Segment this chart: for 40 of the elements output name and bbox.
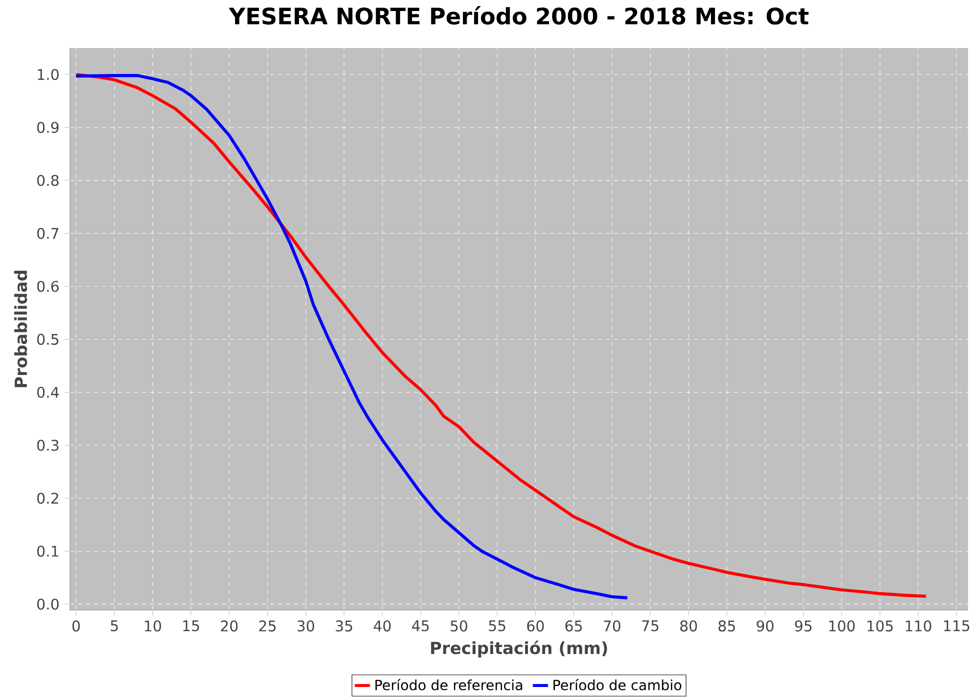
x-tick-label: 80: [680, 620, 697, 632]
y-tick-label: 0.1: [37, 546, 58, 557]
x-tick-label: 20: [220, 620, 238, 632]
y-tick-label: 0.2: [37, 492, 58, 504]
y-axis-title: Probabilidad: [14, 270, 28, 388]
x-tick-label: 105: [868, 620, 893, 632]
chart-title: YESERA NORTE Período 2000 - 2018 Mes: Oct: [228, 6, 809, 25]
x-tick-label: 115: [944, 620, 970, 632]
x-tick-label: 75: [642, 620, 658, 632]
x-tick-label: 10: [144, 620, 162, 632]
y-tick-label: 0.0: [37, 598, 59, 610]
x-tick-label: 5: [110, 620, 118, 632]
legend-label: Período de cambio: [554, 678, 682, 690]
x-tick-label: 100: [829, 620, 855, 632]
y-tick-label: 0.3: [37, 440, 58, 451]
y-tick-label: 0.7: [37, 228, 58, 239]
x-tick-label: 85: [718, 620, 735, 632]
y-tick-label: 1.0: [38, 68, 59, 80]
x-tick-label: 45: [412, 620, 429, 632]
x-tick-label: 60: [527, 620, 544, 632]
x-tick-label: 30: [298, 620, 314, 632]
x-tick-label: 35: [336, 620, 352, 632]
y-tick-label: 0.4: [37, 386, 59, 398]
x-tick-label: 55: [488, 620, 506, 632]
x-tick-label: 65: [565, 620, 582, 632]
y-tick-label: 0.9: [37, 122, 59, 134]
y-tick-label: 0.8: [37, 174, 59, 186]
x-tick-label: 110: [906, 620, 932, 632]
x-tick-label: 25: [259, 620, 276, 632]
x-tick-label: 50: [450, 620, 468, 632]
x-tick-label: 70: [604, 620, 620, 632]
x-axis-title: Precipitación (mm): [431, 640, 608, 658]
x-tick-label: 0: [72, 620, 80, 632]
x-tick-label: 40: [374, 620, 391, 632]
x-tick-label: 15: [183, 620, 200, 632]
legend-label: Período de referencia: [375, 678, 522, 690]
x-tick-label: 90: [756, 620, 774, 632]
x-tick-label: 95: [795, 620, 812, 632]
y-tick-label: 0.5: [37, 334, 58, 345]
y-tick-label: 0.6: [37, 280, 59, 292]
